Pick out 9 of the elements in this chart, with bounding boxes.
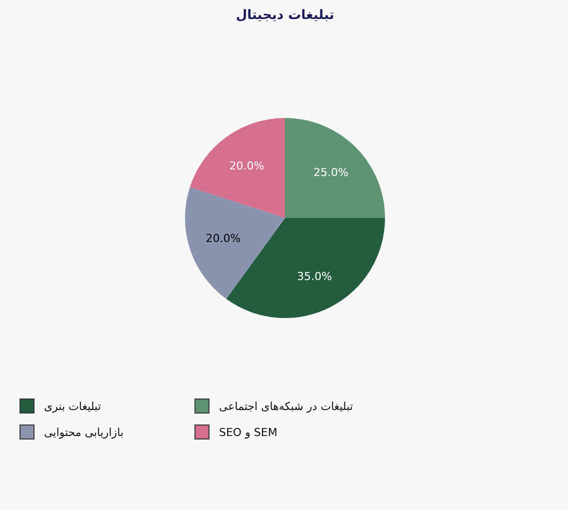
- chart-title: تبلیغات دیجیتال: [236, 8, 334, 23]
- legend-label: بازاریابی محتوایی: [44, 426, 124, 439]
- data-label: 20.0%: [229, 159, 264, 172]
- data-label: 35.0%: [297, 270, 332, 283]
- data-label: 25.0%: [313, 166, 348, 180]
- legend-label: تبلیغات در شبکه‌های اجتماعی: [219, 400, 353, 413]
- data-label: 20.0%: [206, 232, 241, 246]
- legend-label: SEO و SEM: [219, 426, 278, 439]
- legend-label: تبلیغات بنری: [44, 400, 101, 413]
